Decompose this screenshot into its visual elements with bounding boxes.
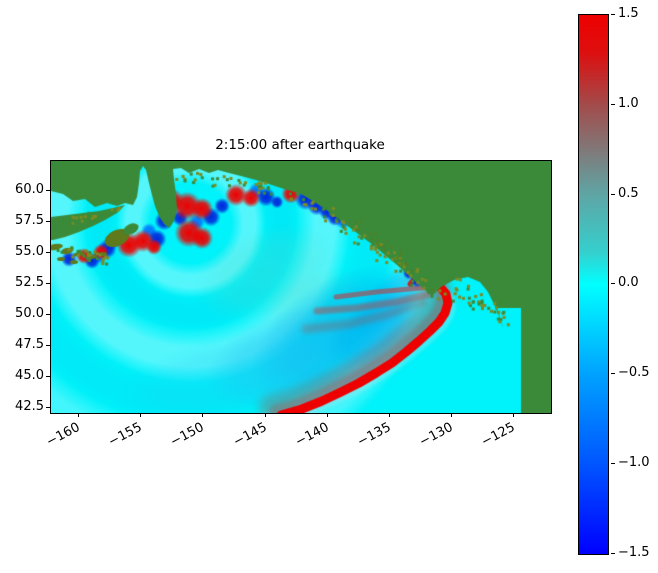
x-tick-label: −145 xyxy=(230,419,270,450)
colorbar-tick-mark xyxy=(611,283,615,284)
x-tick-mark xyxy=(265,413,266,417)
x-tick-label: −160 xyxy=(43,419,83,450)
colorbar-tick-mark xyxy=(611,104,615,105)
y-tick-label: 52.5 xyxy=(15,275,44,290)
colorbar-tick-label: −0.5 xyxy=(618,365,650,380)
x-tick-mark xyxy=(202,413,203,417)
colorbar-tick-label: 0.0 xyxy=(618,275,639,290)
x-tick-label: −150 xyxy=(167,419,207,450)
y-tick-label: 55.0 xyxy=(15,244,44,259)
y-tick-label: 50.0 xyxy=(15,306,44,321)
x-tick-mark xyxy=(78,413,79,417)
colorbar xyxy=(578,14,609,555)
x-tick-mark xyxy=(513,413,514,417)
x-tick-label: −125 xyxy=(478,419,518,450)
y-tick-mark xyxy=(46,283,50,284)
x-tick-label: −155 xyxy=(105,419,145,450)
x-tick-mark xyxy=(389,413,390,417)
x-tick-mark xyxy=(451,413,452,417)
y-tick-label: 45.0 xyxy=(15,368,44,383)
y-tick-mark xyxy=(46,252,50,253)
colorbar-tick-mark xyxy=(611,14,615,15)
x-tick-label: −140 xyxy=(292,419,332,450)
x-tick-label: −135 xyxy=(354,419,394,450)
colorbar-tick-label: −1.0 xyxy=(618,455,650,470)
colorbar-tick-mark xyxy=(611,194,615,195)
x-tick-mark xyxy=(327,413,328,417)
x-tick-label: −130 xyxy=(416,419,456,450)
chart-title: 2:15:00 after earthquake xyxy=(215,137,385,153)
colorbar-tick-mark xyxy=(611,373,615,374)
colorbar-tick-mark xyxy=(611,463,615,464)
colorbar-tick-label: −1.5 xyxy=(618,545,650,560)
y-tick-label: 42.5 xyxy=(15,399,44,414)
y-tick-mark xyxy=(46,190,50,191)
y-tick-mark xyxy=(46,221,50,222)
y-tick-mark xyxy=(46,376,50,377)
x-tick-mark xyxy=(140,413,141,417)
y-tick-label: 47.5 xyxy=(15,337,44,352)
y-tick-mark xyxy=(46,314,50,315)
colorbar-tick-label: 1.0 xyxy=(618,96,639,111)
y-tick-label: 60.0 xyxy=(15,182,44,197)
y-tick-mark xyxy=(46,407,50,408)
colorbar-tick-label: 1.5 xyxy=(618,6,639,21)
y-tick-label: 57.5 xyxy=(15,213,44,228)
colorbar-tick-label: 0.5 xyxy=(618,186,639,201)
y-tick-mark xyxy=(46,345,50,346)
plot-area xyxy=(50,160,552,414)
colorbar-tick-mark xyxy=(611,553,615,554)
map-canvas xyxy=(51,161,551,413)
